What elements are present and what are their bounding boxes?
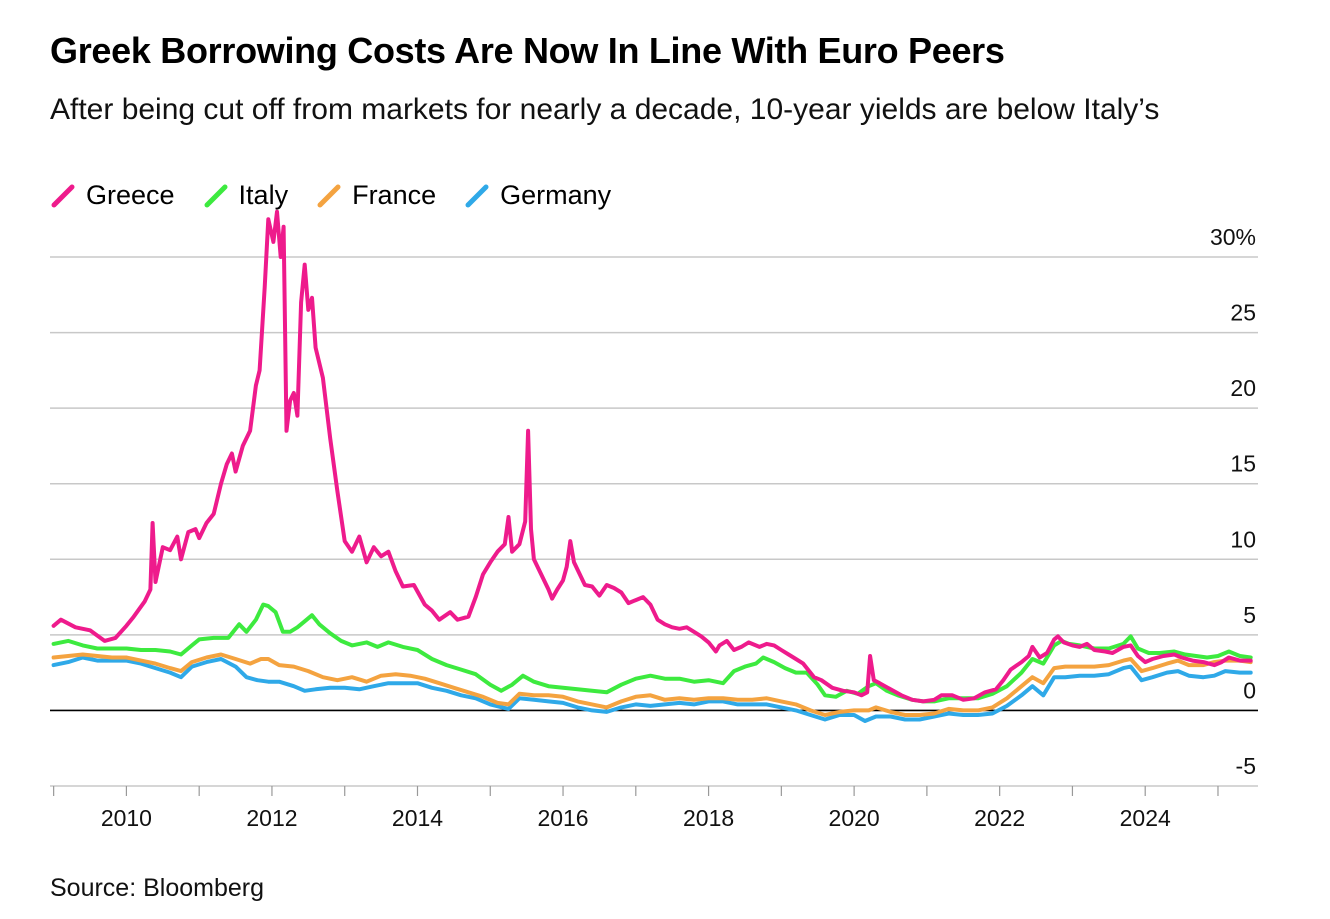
- legend-label: Germany: [500, 180, 612, 210]
- legend-item-france: France: [316, 180, 436, 211]
- legend-label: Greece: [86, 180, 175, 210]
- y-tick-label: 30%: [1210, 224, 1256, 250]
- series-line-france: [51, 652, 1253, 717]
- x-tick-label: 2022: [974, 805, 1025, 831]
- chart-title: Greek Borrowing Costs Are Now In Line Wi…: [50, 30, 1005, 71]
- series-line-greece: [51, 209, 1253, 704]
- legend-swatch-icon: [203, 183, 229, 209]
- legend-label: Italy: [238, 180, 289, 210]
- y-tick-label: 10: [1230, 526, 1256, 552]
- legend-item-germany: Germany: [464, 180, 611, 211]
- x-tick-label: 2016: [537, 805, 588, 831]
- x-tick-label: 2018: [683, 805, 734, 831]
- y-tick-label: 5: [1243, 602, 1256, 628]
- y-tick-label: 0: [1243, 677, 1256, 703]
- legend-swatch-icon: [316, 183, 342, 209]
- y-tick-label: 25: [1230, 300, 1256, 326]
- x-tick-label: 2012: [246, 805, 297, 831]
- y-tick-label: 15: [1230, 451, 1256, 477]
- x-tick-label: 2024: [1120, 805, 1171, 831]
- x-tick-label: 2020: [829, 805, 880, 831]
- legend-item-italy: Italy: [203, 180, 289, 211]
- chart-subtitle: After being cut off from markets for nea…: [50, 93, 1160, 126]
- series-line-italy: [51, 602, 1253, 704]
- legend-item-greece: Greece: [50, 180, 175, 211]
- legend-swatch-icon: [464, 183, 490, 209]
- legend-swatch-icon: [50, 183, 76, 209]
- x-tick-label: 2010: [101, 805, 152, 831]
- y-tick-label: 20: [1230, 375, 1256, 401]
- series-line-germany: [51, 655, 1253, 723]
- source-note: Source: Bloomberg: [50, 874, 265, 902]
- y-tick-label: -5: [1236, 753, 1256, 779]
- x-tick-label: 2014: [392, 805, 443, 831]
- legend-label: France: [352, 180, 437, 210]
- chart-legend: Greece Italy France Germany: [50, 180, 611, 211]
